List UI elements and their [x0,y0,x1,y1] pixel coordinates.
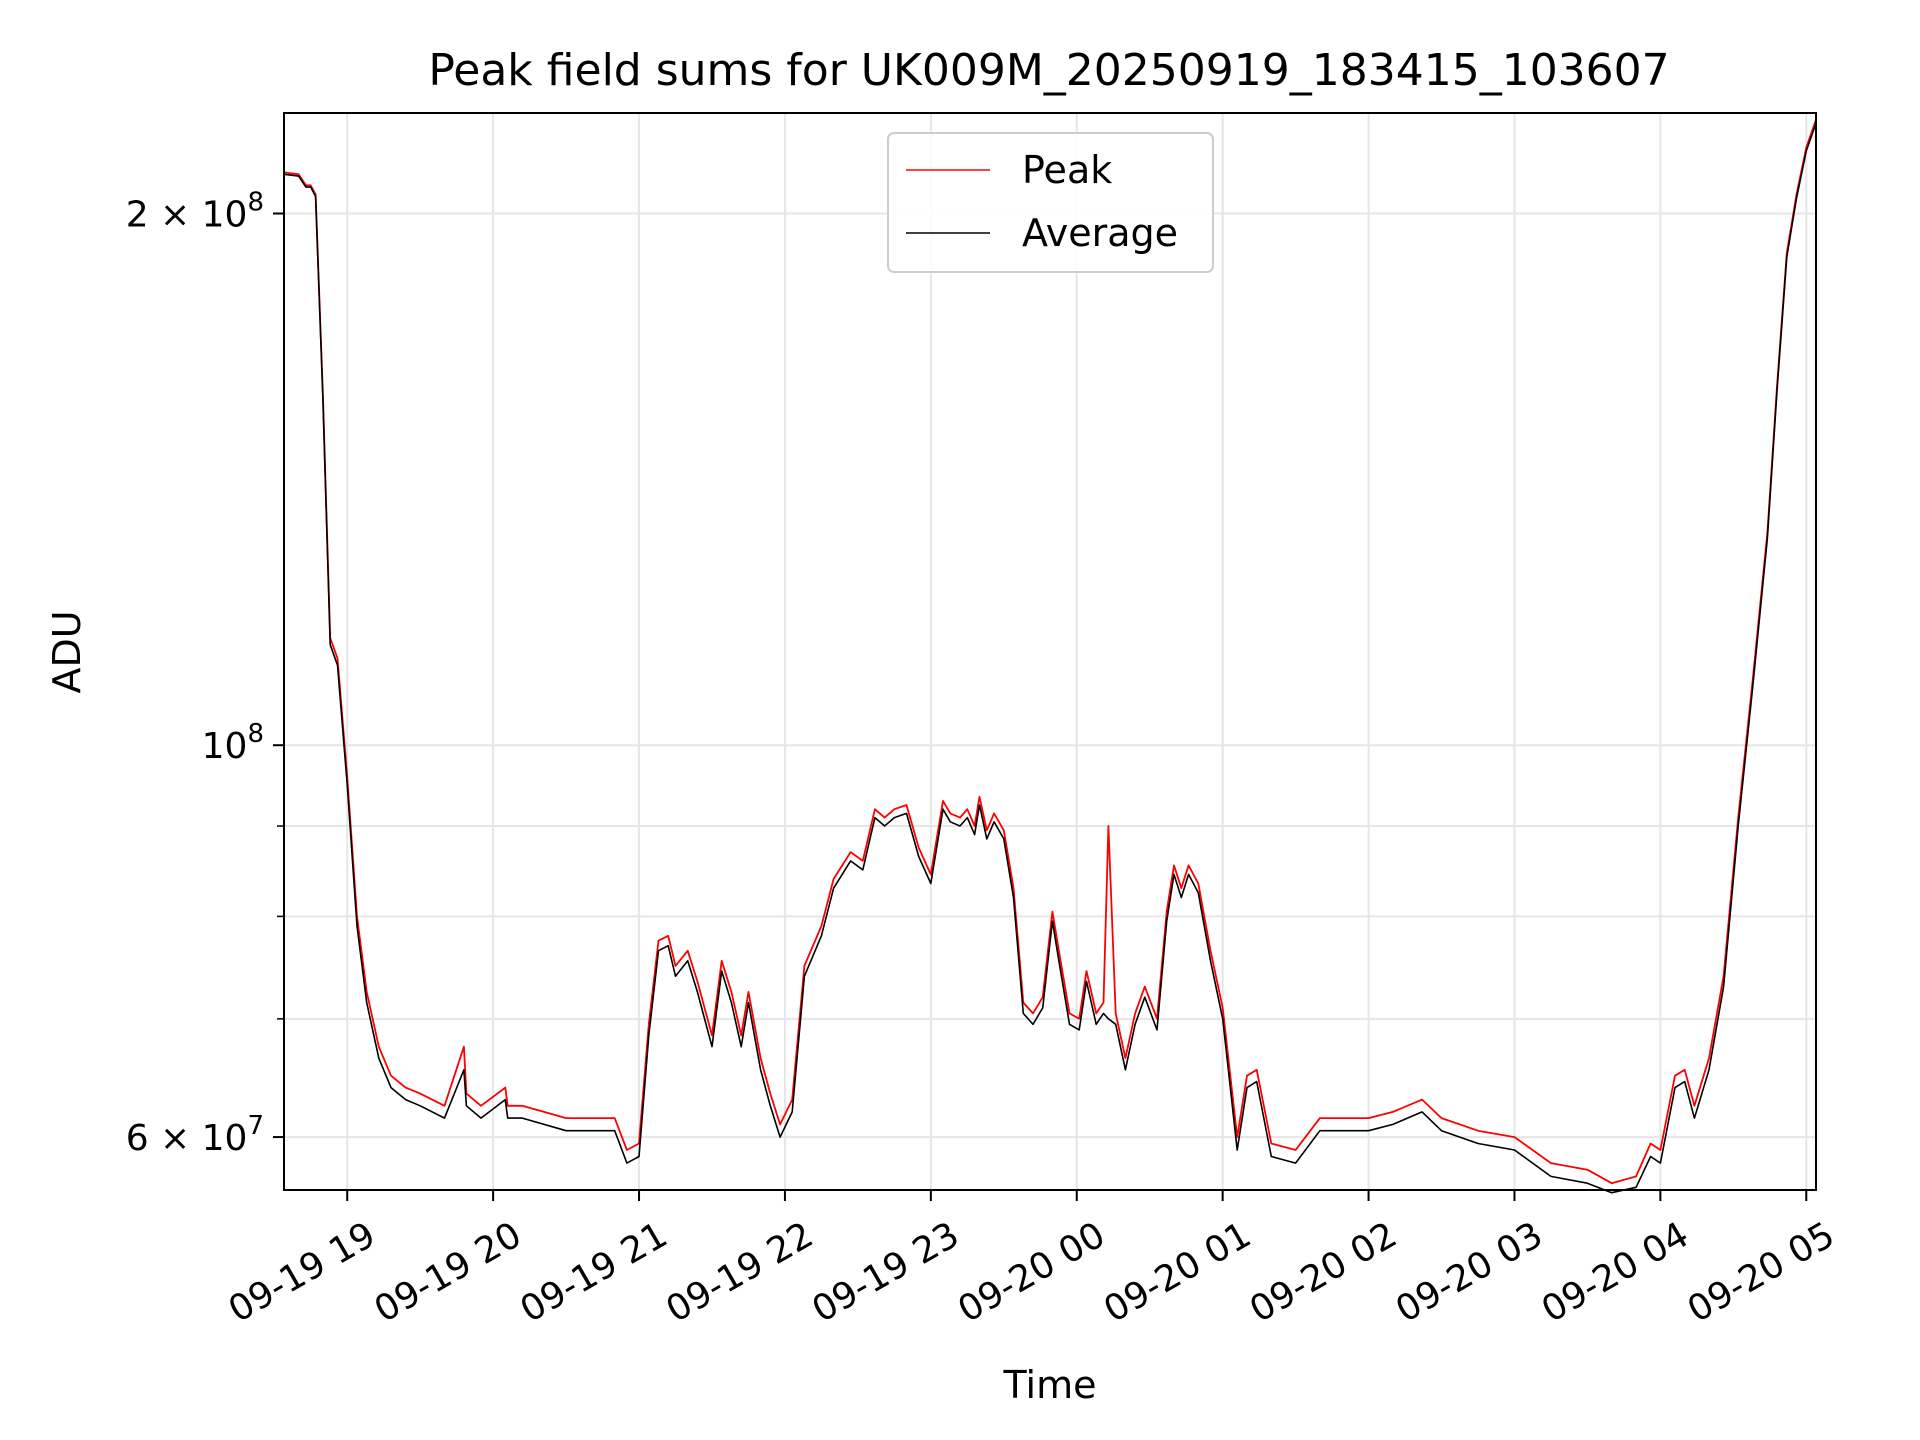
grid-lines [284,113,1816,1190]
series-lines [283,119,1817,1194]
y-tick-label: 6 × 107 [126,1111,264,1159]
y-tick-label: 108 [202,719,264,767]
series-line-average [283,122,1817,1194]
series-line-peak [283,119,1817,1185]
y-tick-label: 2 × 108 [126,188,264,236]
legend-label-average: Average [1022,211,1178,255]
chart-title: Peak field sums for UK009M_20250919_1834… [428,45,1669,96]
legend-label-peak: Peak [1022,148,1112,192]
y-axis-ticks: 6 × 107 108 2 × 108 [126,188,284,1159]
legend-box [887,132,1214,273]
legend: Peak Average [887,132,1214,273]
y-axis-label: ADU [45,610,89,693]
x-axis-label: Time [1003,1363,1097,1407]
plot-frame [283,112,1817,1191]
